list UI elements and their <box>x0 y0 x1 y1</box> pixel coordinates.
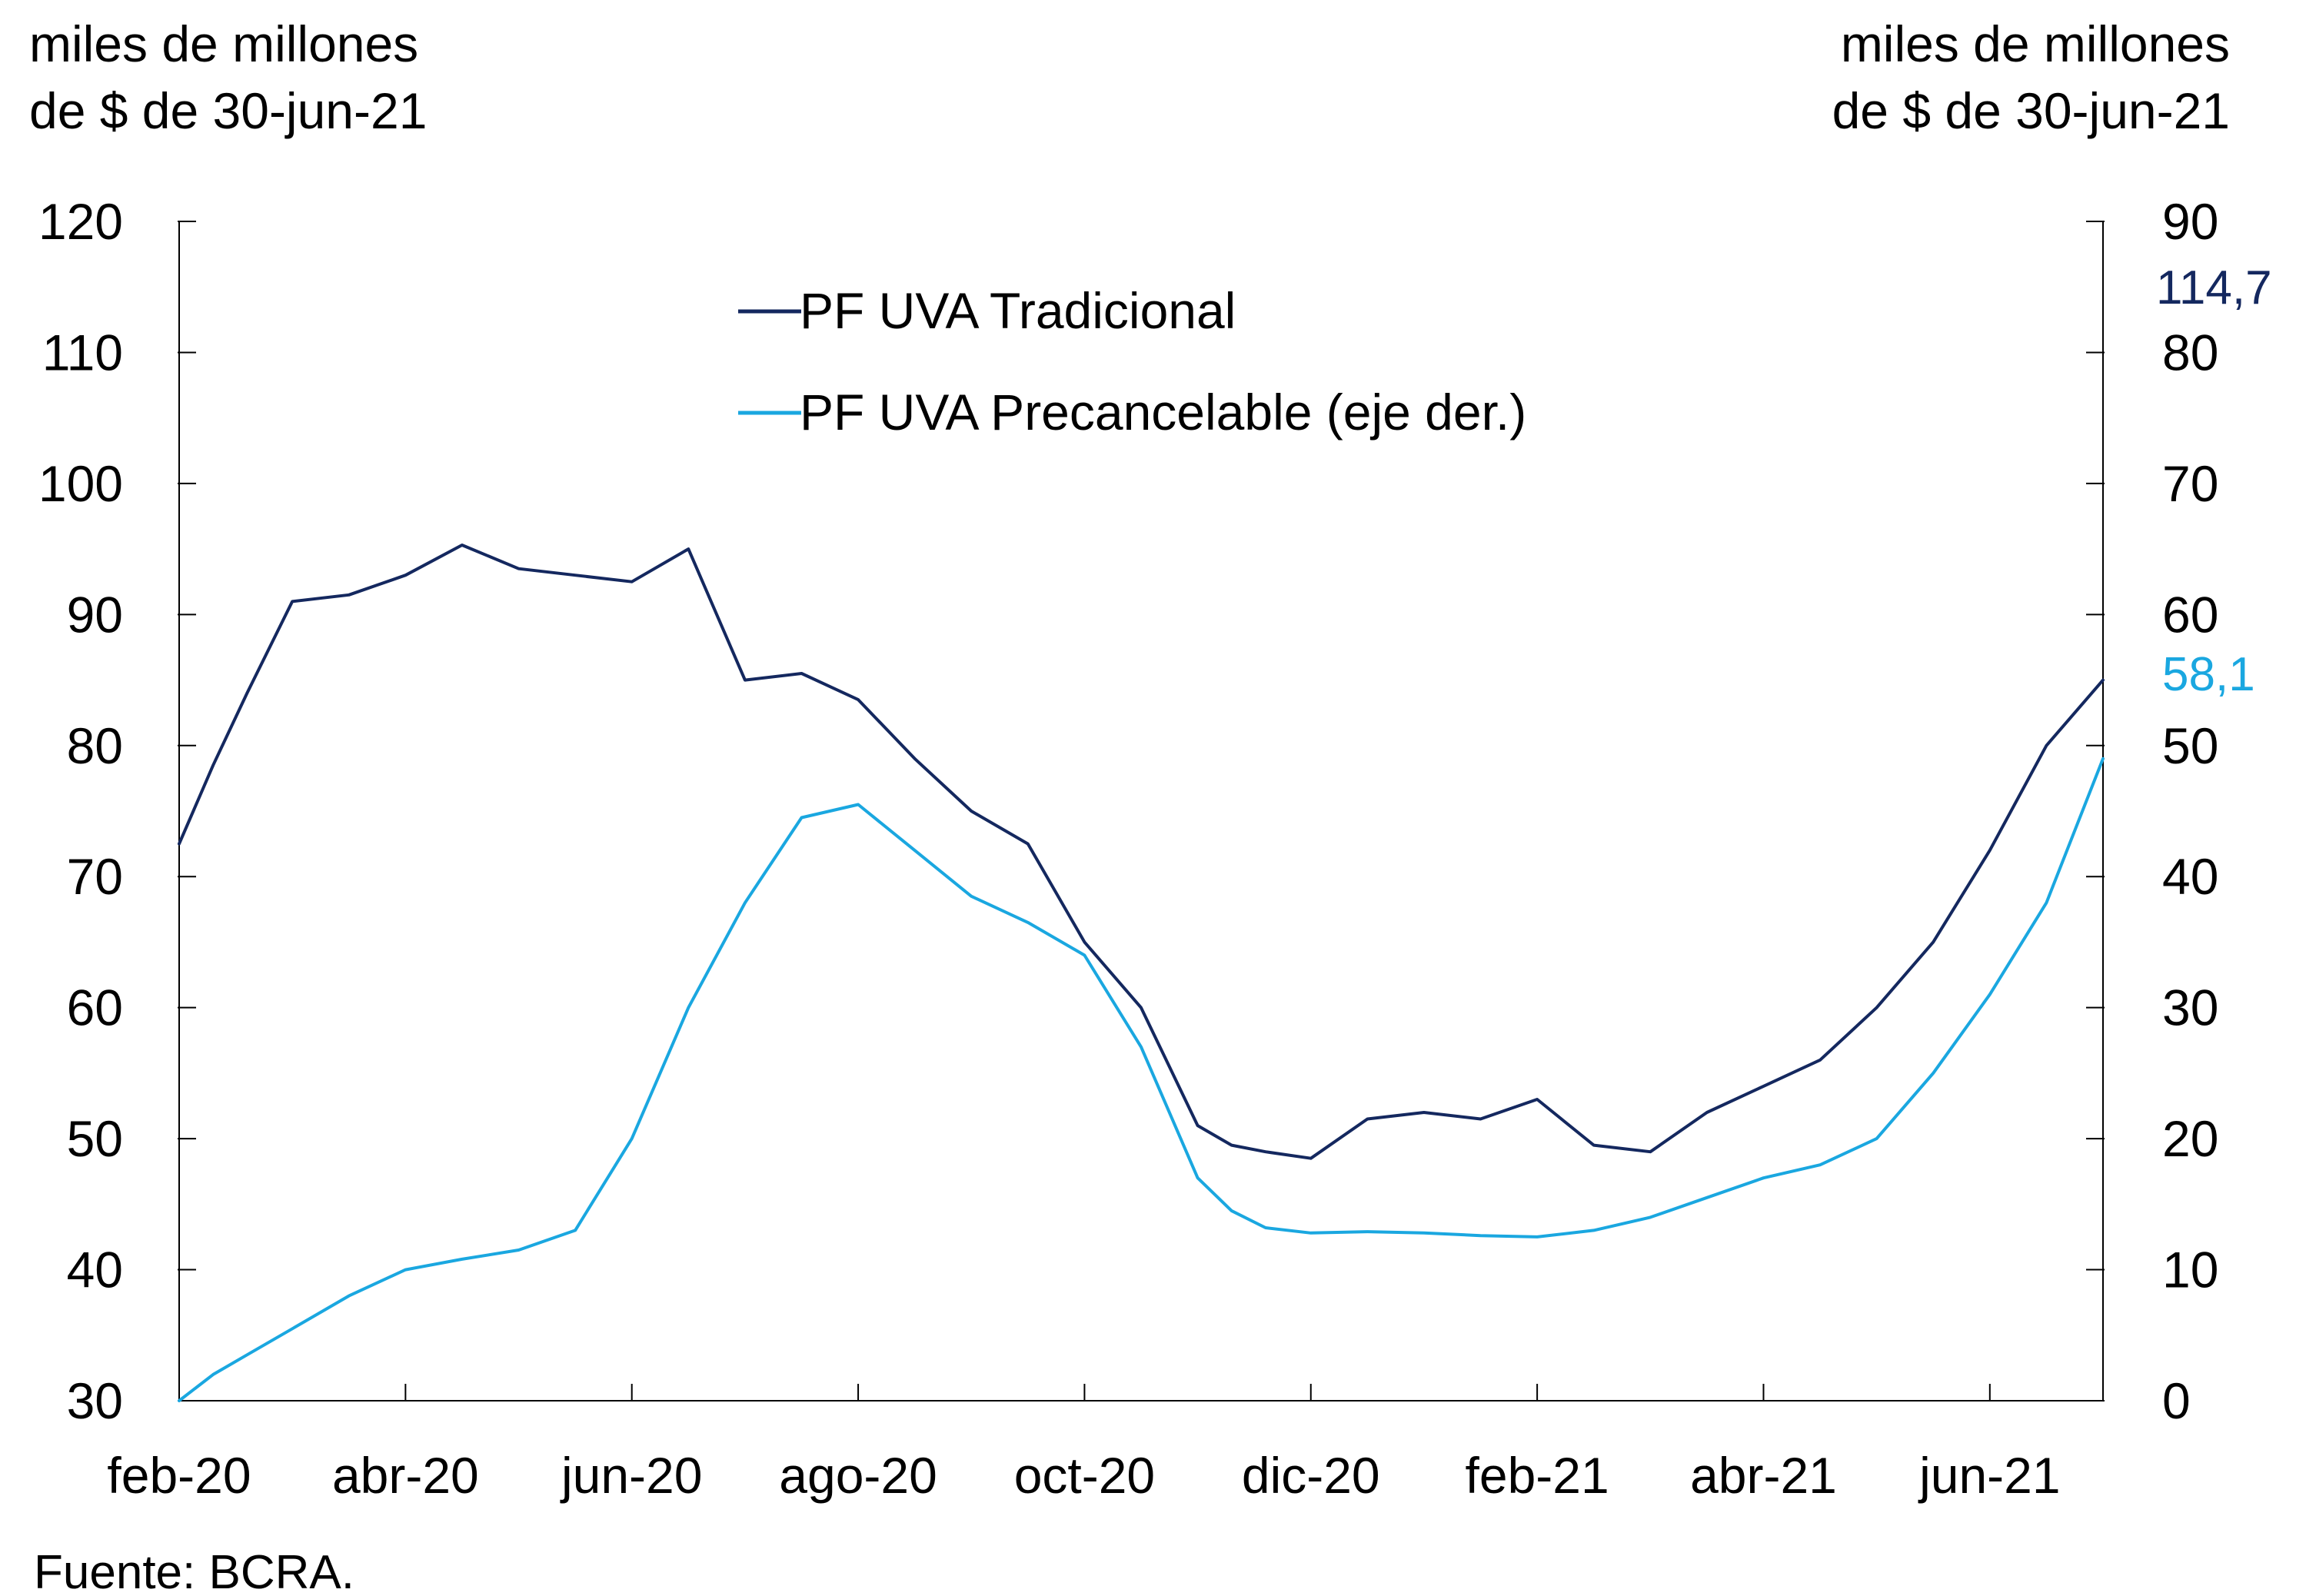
right-tick-label: 70 <box>2162 455 2218 512</box>
left-tick-label: 110 <box>42 324 123 381</box>
right-tick-label: 60 <box>2162 586 2218 643</box>
x-tick-label: dic-20 <box>1242 1447 1380 1504</box>
series-layer <box>178 544 2105 1402</box>
left-axis-unit-line1: miles de millones <box>29 15 418 72</box>
source-note: Fuente: BCRA. <box>34 1546 354 1596</box>
series-line-tradicional <box>178 544 2105 1160</box>
right-tick-label: 50 <box>2162 717 2218 774</box>
x-tick-label: oct-20 <box>1014 1447 1155 1504</box>
left-tick-label: 100 <box>38 455 123 512</box>
left-tick-label: 60 <box>67 979 123 1036</box>
x-tick-label: jun-21 <box>1918 1447 2060 1504</box>
legend-label-tradicional: PF UVA Tradicional <box>800 282 1236 339</box>
axes <box>178 221 2104 1401</box>
left-tick-label: 50 <box>67 1110 123 1167</box>
legend-label-precancelable: PF UVA Precancelable (eje der.) <box>800 384 1526 441</box>
x-tick-label: jun-20 <box>560 1447 702 1504</box>
x-tick-label: ago-20 <box>779 1447 937 1504</box>
left-axis-ticks: 30 40 50 60 70 80 90 100 110 120 <box>38 193 196 1429</box>
end-label-tradicional: 114,7 <box>2156 261 2272 314</box>
left-tick-label: 80 <box>67 717 123 774</box>
x-axis-ticks: feb-20 abr-20 jun-20 ago-20 oct-20 dic-20 feb-… <box>107 1384 2061 1504</box>
right-tick-label: 20 <box>2162 1110 2218 1167</box>
right-axis-ticks: 0 10 20 30 40 50 60 70 80 90 <box>2086 193 2218 1429</box>
right-tick-label: 80 <box>2162 324 2218 381</box>
right-tick-label: 40 <box>2162 848 2218 905</box>
right-axis-unit-line1: miles de millones <box>1841 15 2230 72</box>
legend: PF UVA Tradicional PF UVA Precancelable … <box>738 282 1526 441</box>
left-axis-unit-line2: de $ de 30-jun-21 <box>29 82 427 139</box>
right-tick-label: 90 <box>2162 193 2218 250</box>
right-tick-label: 10 <box>2162 1242 2218 1298</box>
x-tick-label: feb-21 <box>1466 1447 1609 1504</box>
end-label-precancelable: 58,1 <box>2162 648 2255 701</box>
left-tick-label: 30 <box>67 1372 123 1429</box>
right-tick-label: 0 <box>2162 1372 2191 1429</box>
series-line-precancelable <box>178 756 2105 1402</box>
left-tick-label: 120 <box>38 193 123 250</box>
right-axis-unit-line2: de $ de 30-jun-21 <box>1832 82 2230 139</box>
left-tick-label: 70 <box>67 848 123 905</box>
left-tick-label: 90 <box>67 586 123 643</box>
x-tick-label: feb-20 <box>107 1447 251 1504</box>
left-tick-label: 40 <box>67 1242 123 1298</box>
x-tick-label: abr-21 <box>1690 1447 1837 1504</box>
x-tick-label: abr-20 <box>332 1447 479 1504</box>
right-tick-label: 30 <box>2162 979 2218 1036</box>
